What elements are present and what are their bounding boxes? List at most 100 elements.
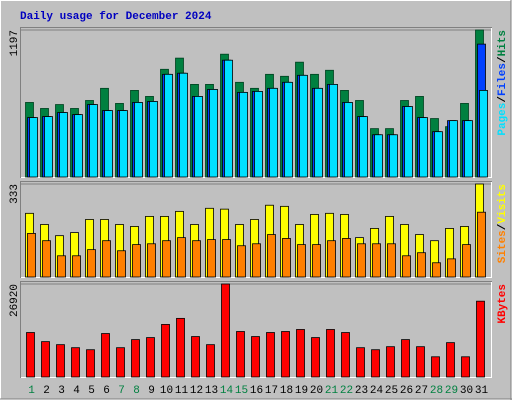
bar: [221, 283, 230, 378]
bar: [207, 239, 216, 278]
bar: [461, 356, 470, 378]
bar: [162, 240, 171, 278]
bar: [252, 243, 261, 278]
bar: [312, 244, 321, 278]
bar: [387, 243, 396, 278]
x-tick-label: 22: [340, 385, 353, 397]
legend: Sites/Visits: [497, 184, 509, 263]
x-tick-label: 6: [103, 385, 110, 397]
legend-label: Sites: [497, 230, 509, 263]
bar: [222, 239, 231, 278]
x-tick-label: 24: [370, 385, 384, 397]
x-tick-label: 11: [175, 385, 189, 397]
bar: [462, 244, 471, 278]
x-tick-label: 9: [148, 385, 155, 397]
bar: [44, 116, 53, 178]
x-tick-label: 30: [460, 385, 473, 397]
bar: [374, 134, 383, 178]
bar: [146, 337, 155, 378]
x-tick-label: 5: [88, 385, 95, 397]
bar: [26, 332, 35, 378]
y-tick-label: 333: [9, 184, 21, 204]
bar: [56, 344, 65, 378]
bar: [149, 101, 158, 178]
bar: [41, 341, 50, 378]
bar: [177, 237, 186, 278]
bar: [446, 342, 455, 378]
bar: [104, 110, 113, 178]
bar: [341, 332, 350, 378]
bar: [314, 87, 323, 178]
x-tick-label: 1: [28, 385, 35, 397]
bar: [282, 238, 291, 278]
bar: [416, 346, 425, 378]
bar: [191, 336, 200, 378]
bar: [179, 72, 188, 178]
bar: [477, 211, 486, 278]
bar: [327, 240, 336, 278]
bar: [116, 347, 125, 378]
bar: [284, 81, 293, 178]
bar: [371, 349, 380, 378]
bar: [192, 240, 201, 278]
bar: [86, 349, 95, 378]
bar: [131, 339, 140, 378]
bar: [447, 258, 456, 278]
x-tick-label: 19: [295, 385, 308, 397]
bar: [74, 114, 83, 178]
bar: [236, 331, 245, 378]
bar: [194, 96, 203, 178]
bar: [311, 337, 320, 378]
bar: [344, 102, 353, 178]
bar: [404, 106, 413, 178]
bar: [239, 91, 248, 178]
bar: [297, 244, 306, 278]
bar: [59, 112, 68, 178]
bar: [27, 233, 36, 278]
bar: [296, 329, 305, 378]
bar: [266, 332, 275, 378]
bar: [117, 250, 126, 278]
bar: [251, 336, 260, 378]
x-tick-label: 25: [385, 385, 398, 397]
bar: [237, 245, 246, 278]
bar: [417, 252, 426, 278]
x-tick-label: 27: [415, 385, 428, 397]
bar: [357, 243, 366, 278]
bar: [254, 91, 263, 178]
bar: [101, 333, 110, 378]
bar: [224, 59, 233, 178]
x-tick-label: 7: [118, 385, 125, 397]
x-tick-label: 16: [250, 385, 263, 397]
x-tick-label: 2: [43, 385, 50, 397]
x-tick-label: 14: [220, 385, 234, 397]
x-tick-label: 4: [73, 385, 80, 397]
legend-label: Visits: [497, 184, 509, 224]
bar: [386, 346, 395, 378]
x-tick-label: 31: [475, 385, 489, 397]
bar: [134, 102, 143, 178]
bar: [419, 117, 428, 178]
x-tick-label: 28: [430, 385, 443, 397]
bar: [132, 244, 141, 278]
bar: [269, 87, 278, 178]
x-tick-label: 21: [325, 385, 339, 397]
legend-label: Files: [497, 63, 509, 96]
bar: [89, 104, 98, 178]
x-tick-label: 13: [205, 385, 218, 397]
bar: [431, 356, 440, 378]
bar: [372, 243, 381, 278]
bar: [402, 255, 411, 278]
bar: [356, 347, 365, 378]
x-tick-label: 17: [265, 385, 278, 397]
bar: [359, 116, 368, 178]
legend-label: KBytes: [497, 284, 509, 324]
x-tick-label: 15: [235, 385, 248, 397]
bar: [476, 300, 485, 378]
bar: [71, 347, 80, 378]
legend-separator: /: [497, 223, 509, 230]
bar: [72, 255, 81, 278]
x-tick-label: 23: [355, 385, 368, 397]
